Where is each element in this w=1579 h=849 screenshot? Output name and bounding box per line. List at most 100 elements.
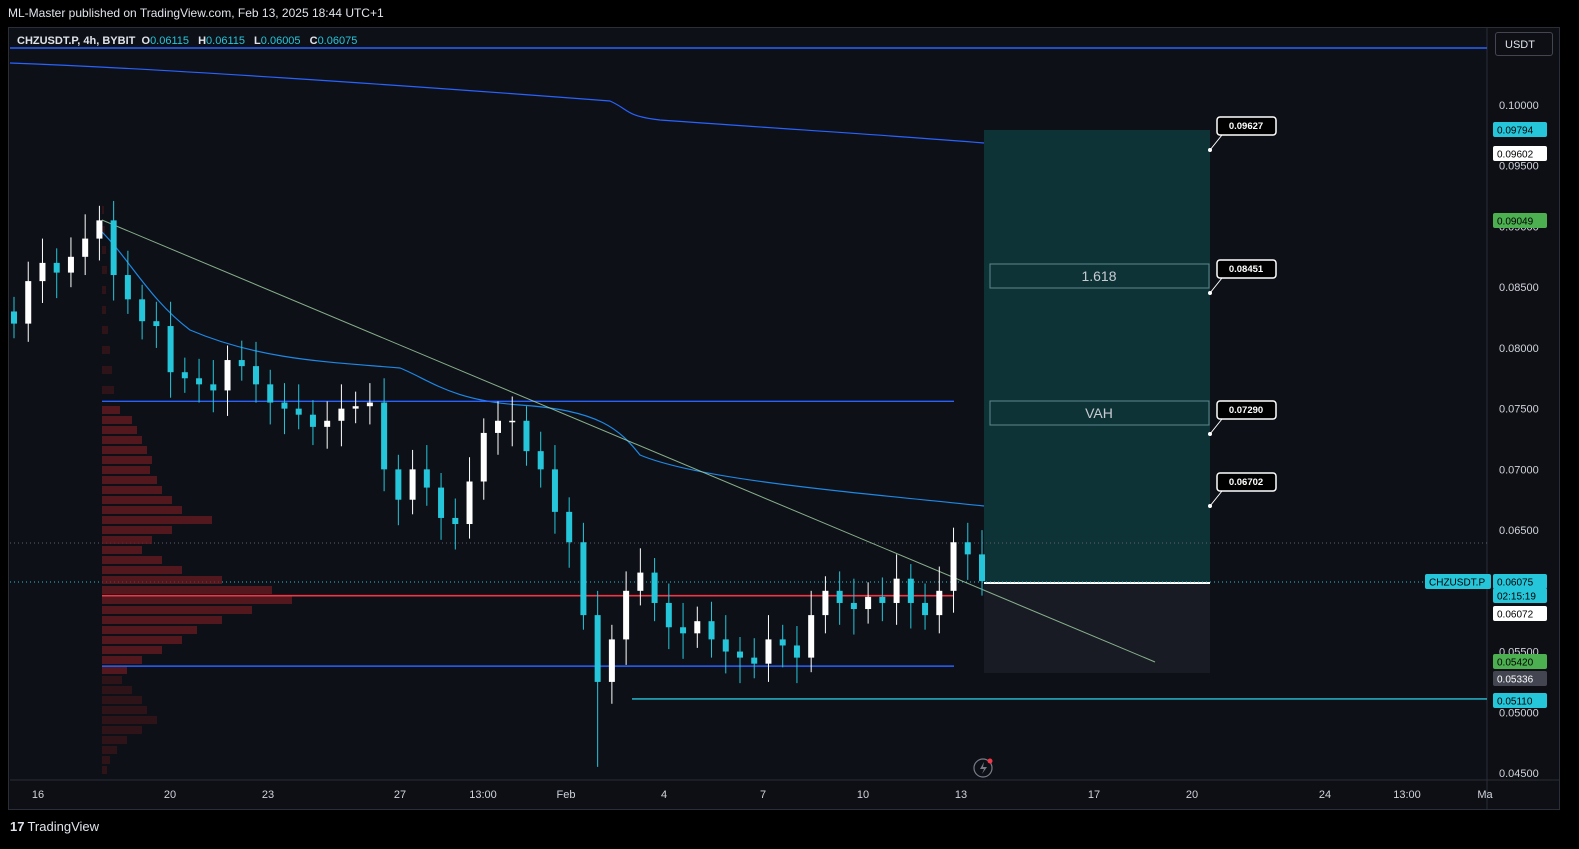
volume-profile-bar: [102, 586, 272, 594]
price-scale-label: [1493, 671, 1547, 686]
tradingview-logo[interactable]: 17 TradingView: [10, 819, 99, 834]
candle-body: [281, 402, 288, 409]
volume-profile-bar: [102, 726, 142, 734]
target-callout-text: 0.09627: [1229, 121, 1263, 132]
volume-profile-bar: [102, 306, 106, 314]
low-label: L: [254, 35, 261, 47]
price-scale-label-text: 0.09049: [1497, 217, 1534, 228]
time-tick-label: 13:00: [469, 789, 497, 801]
stop-zone: [984, 583, 1210, 673]
candle-body: [366, 402, 373, 407]
time-tick-label: 13:00: [1393, 789, 1421, 801]
callout-pointer: [1209, 418, 1223, 435]
target-callout-text: 0.06702: [1229, 477, 1263, 488]
candle-body: [352, 406, 359, 409]
volume-profile-bar: [102, 716, 157, 724]
volume-profile-bar: [102, 466, 150, 474]
candle-body: [452, 517, 459, 525]
volume-profile-bar: [102, 476, 157, 484]
time-tick-label: 4: [661, 789, 667, 801]
symbol-legend[interactable]: CHZUSDT.P, 4h, BYBIT O0.06115 H0.06115 L…: [17, 35, 363, 47]
callout-anchor: [1208, 432, 1212, 436]
candle-body: [608, 639, 615, 682]
candle-body: [67, 256, 74, 273]
close-value: 0.06075: [317, 35, 358, 47]
candle-body: [338, 408, 345, 421]
price-tick-label: 0.08000: [1499, 343, 1539, 355]
time-tick-label: 7: [760, 789, 766, 801]
volume-profile-bar: [102, 556, 162, 564]
candle-body: [580, 542, 587, 616]
candle-body: [808, 615, 815, 658]
volume-profile-bar: [102, 546, 142, 554]
fib-1618-label: 1.618: [1081, 268, 1116, 284]
candle-body: [11, 311, 17, 324]
publisher-text: ML-Master published on TradingView.com, …: [8, 6, 384, 20]
time-tick-label: 16: [32, 789, 44, 801]
currency-button[interactable]: USDT: [1495, 32, 1553, 56]
candle-body: [53, 262, 60, 273]
volume-profile-bar: [102, 636, 182, 644]
candle-body: [253, 366, 259, 385]
vwap-lower-curve: [101, 231, 985, 507]
volume-profile-bar: [102, 566, 182, 574]
candle-body: [950, 542, 957, 591]
volume-profile-bar: [102, 226, 105, 234]
footer-bar: 17 TradingView: [0, 810, 1579, 849]
callout-anchor: [1208, 291, 1212, 295]
candle-body: [480, 432, 487, 482]
volume-profile-bar: [102, 676, 122, 684]
volume-profile-bar: [102, 496, 172, 504]
candle-body: [167, 326, 174, 373]
volume-profile-bar: [102, 506, 182, 514]
candle-body: [936, 590, 943, 616]
volume-profile-bar: [102, 486, 162, 494]
volume-profile-bar: [102, 656, 142, 664]
volume-profile-bar: [102, 536, 152, 544]
fib-1618-box: [989, 263, 1210, 289]
candle-body: [466, 481, 473, 525]
volume-profile-bar: [102, 746, 117, 754]
candle-body: [96, 220, 103, 239]
callout-pointer: [1209, 490, 1223, 507]
price-scale-label: [1493, 693, 1547, 708]
volume-profile-bar: [102, 516, 212, 524]
open-value: 0.06115: [150, 35, 190, 47]
candle-body: [680, 627, 687, 634]
price-tick-label: 0.06500: [1499, 525, 1539, 537]
candle-body: [238, 360, 245, 367]
flash-icon-badge: [987, 758, 993, 764]
volume-profile-bar: [102, 456, 152, 464]
time-tick-label: 13: [955, 789, 967, 801]
vwap-upper-curve: [9, 62, 985, 144]
candle-body: [907, 578, 914, 603]
volume-profile-bar: [102, 416, 132, 424]
candle-body: [196, 378, 203, 385]
symbol-name[interactable]: CHZUSDT.P, 4h, BYBIT: [17, 35, 136, 47]
candle-body: [922, 602, 929, 616]
volume-profile-bar: [102, 606, 252, 614]
open-label: O: [141, 35, 151, 47]
volume-profile-bar: [102, 266, 107, 274]
candle-body: [295, 408, 302, 415]
candle-body: [665, 602, 672, 628]
candle-body: [651, 572, 658, 603]
tradingview-brand: TradingView: [27, 819, 100, 834]
candle-body: [124, 275, 131, 300]
target-callout-box: [1216, 116, 1277, 136]
price-tick-label: 0.07000: [1499, 464, 1539, 476]
high-label: H: [198, 35, 207, 47]
target-callout-box: [1216, 472, 1277, 492]
low-value: 0.06005: [260, 35, 301, 47]
volume-profile-bar: [102, 346, 110, 354]
candle-body: [423, 469, 430, 488]
price-scale-label: [1493, 213, 1547, 228]
candle-body: [637, 572, 644, 591]
candle-body: [551, 469, 558, 512]
candle-body: [737, 651, 743, 658]
volume-profile-bar: [102, 246, 106, 254]
price-scale-label: [1493, 574, 1547, 589]
candle-body: [309, 414, 316, 427]
price-scale-label-text: 0.09602: [1497, 150, 1534, 161]
